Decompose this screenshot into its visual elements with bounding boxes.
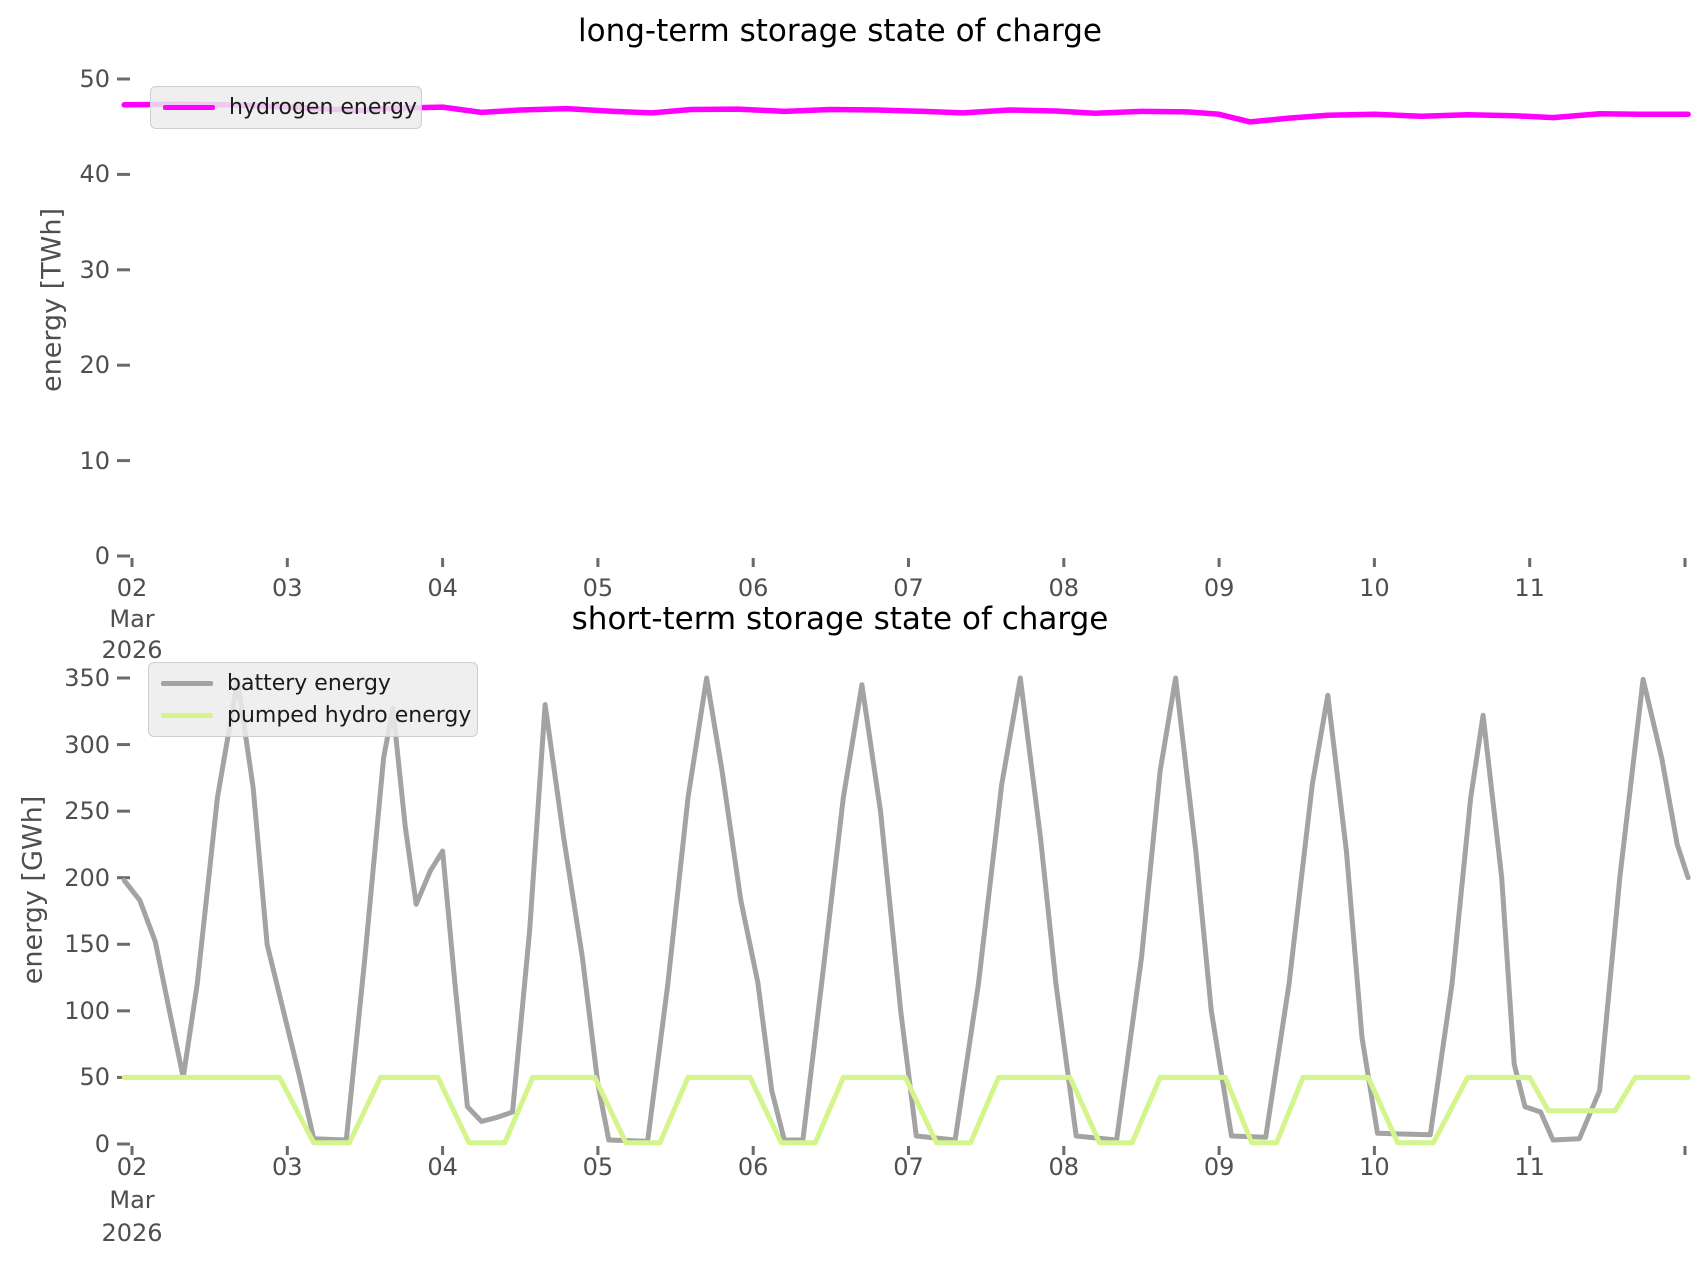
x-tick-label: 06 (737, 574, 769, 602)
x-tick-label: 02 (116, 574, 148, 602)
x-tick-label: 07 (893, 574, 924, 602)
x-tick-label: 11 (1514, 574, 1545, 602)
chart-title-short-term: short-term storage state of charge (571, 601, 1109, 637)
x-tick-label: 09 (1203, 574, 1235, 602)
x-tick-label: 04 (427, 1153, 458, 1181)
y-tick-label: 200 (64, 863, 110, 892)
legend-item-hydrogen: hydrogen energy (163, 95, 417, 120)
y-tick-label: 300 (64, 730, 110, 759)
x-tick-label: 05 (582, 574, 614, 602)
series-line-pumped-hydro-energy (121, 1074, 1691, 1146)
y-tick-label: 100 (64, 996, 110, 1025)
x-tick-sublabel: 2026 (101, 636, 163, 664)
x-tick-sublabel: 2026 (101, 1219, 163, 1247)
y-tick-label: 50 (79, 1063, 110, 1092)
y-tick-label: 0 (94, 542, 110, 570)
y-tick-label: 150 (64, 930, 110, 959)
x-tick-sublabel: Mar (109, 1186, 155, 1214)
x-tick-label: 11 (1514, 1153, 1545, 1181)
x-tick-label: 10 (1359, 1153, 1390, 1181)
legend-long-term: hydrogen energy (150, 86, 422, 129)
x-tick-label: 03 (272, 574, 303, 602)
x-tick-label: 08 (1048, 574, 1080, 602)
legend-short-term: battery energy pumped hydro energy (148, 662, 478, 737)
x-tick-label: 07 (893, 1153, 924, 1181)
x-tick-sublabel: Mar (109, 605, 155, 633)
y-tick-label: 250 (64, 797, 110, 826)
battery-line-swatch (161, 681, 213, 686)
hydrogen-line-swatch (163, 105, 215, 110)
legend-label: pumped hydro energy (227, 703, 472, 728)
x-tick-label: 05 (582, 1153, 614, 1181)
y-tick-label: 50 (79, 65, 110, 93)
y-tick-label: 0 (94, 1130, 110, 1158)
x-tick-label: 02 (116, 1153, 148, 1181)
legend-item-battery: battery energy (161, 671, 461, 696)
legend-label: battery energy (227, 671, 391, 696)
y-tick-label: 20 (79, 351, 110, 380)
x-tick-label: 04 (427, 574, 458, 602)
y-tick-label: 40 (79, 160, 110, 189)
chart-title-long-term: long-term storage state of charge (578, 13, 1102, 49)
x-tick-label: 03 (272, 1153, 303, 1181)
x-tick-label: 06 (737, 1153, 769, 1181)
pumped-hydro-line-swatch (161, 713, 213, 718)
series-line-battery-energy (121, 675, 1691, 1144)
legend-item-pumped-hydro: pumped hydro energy (161, 703, 471, 728)
y-tick-label: 350 (64, 664, 110, 692)
x-tick-label: 08 (1048, 1153, 1080, 1181)
y-tick-label: 10 (79, 446, 110, 475)
y-tick-label: 30 (79, 255, 110, 284)
legend-label: hydrogen energy (229, 95, 418, 120)
x-tick-label: 10 (1359, 574, 1390, 602)
x-tick-label: 09 (1203, 1153, 1235, 1181)
